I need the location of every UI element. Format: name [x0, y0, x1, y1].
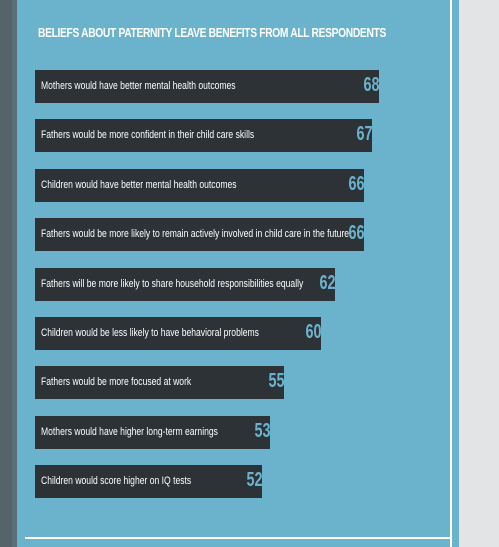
percent-suffix: % — [372, 132, 378, 143]
bar-label: Fathers would be more likely to remain a… — [41, 228, 350, 241]
bar-value-label: 53 — [254, 419, 271, 442]
bar-value-label: 66 — [348, 222, 365, 245]
bar-value: 67% — [356, 123, 378, 146]
bar-label: Mothers would have better mental health … — [41, 80, 236, 92]
bar-value: 66% — [348, 222, 370, 245]
bar: Mothers would have higher long-term earn… — [35, 415, 276, 449]
bar: Children would score higher on IQ tests 5… — [35, 465, 268, 499]
bar: Fathers would be more likely to remain a… — [35, 218, 370, 252]
bar: Fathers would be more confident in their… — [35, 119, 378, 153]
bar-label: Mothers would have higher long-term earn… — [41, 425, 218, 438]
bar: Children would have better mental health… — [35, 168, 370, 202]
bar-value: 60% — [305, 321, 327, 344]
percent-suffix: % — [270, 428, 276, 439]
bar-label: Fathers would be more focused at work — [41, 376, 192, 389]
percent-suffix: % — [262, 478, 268, 489]
bar: Children would be less likely to have be… — [35, 317, 327, 350]
percent-suffix: % — [284, 379, 290, 390]
bar-value-label: 55 — [268, 370, 285, 393]
bar-value: 55% — [268, 370, 290, 393]
bar: Fathers would be more focused at work 55% — [35, 366, 290, 400]
percent-suffix: % — [321, 330, 327, 340]
bar-value: 68% — [363, 74, 385, 97]
bar-label: Children would have better mental health… — [41, 178, 237, 191]
bar-value: 53% — [254, 420, 276, 443]
bar-value: 52% — [246, 469, 268, 492]
bar: Fathers will be more likely to share hou… — [35, 267, 341, 301]
bar-label: Fathers would be more confident in their… — [41, 129, 255, 142]
bar-label: Fathers will be more likely to share hou… — [41, 277, 304, 290]
bar: Mothers would have better mental health … — [35, 70, 385, 103]
left-edge-strip — [0, 0, 12, 547]
percent-suffix: % — [335, 280, 341, 291]
chart-title: BELIEFS ABOUT PATERNITY LEAVE BENEFITS F… — [38, 26, 386, 40]
bar-value-label: 60 — [305, 321, 322, 343]
bar-label: Children would score higher on IQ tests — [41, 475, 192, 488]
percent-suffix: % — [364, 181, 370, 192]
bar-value-label: 52 — [246, 469, 263, 492]
bar-value-label: 62 — [319, 271, 336, 294]
bar-value-label: 66 — [348, 172, 365, 195]
right-divider — [450, 0, 452, 547]
percent-suffix: % — [379, 83, 385, 93]
bar-value: 62% — [319, 272, 341, 295]
bar-label: Children would be less likely to have be… — [41, 327, 259, 339]
bar-value: 66% — [348, 173, 370, 196]
bar-value-label: 68 — [363, 74, 380, 96]
bottom-divider — [25, 537, 450, 539]
percent-suffix: % — [364, 231, 370, 242]
bar-value-label: 67 — [356, 123, 373, 146]
